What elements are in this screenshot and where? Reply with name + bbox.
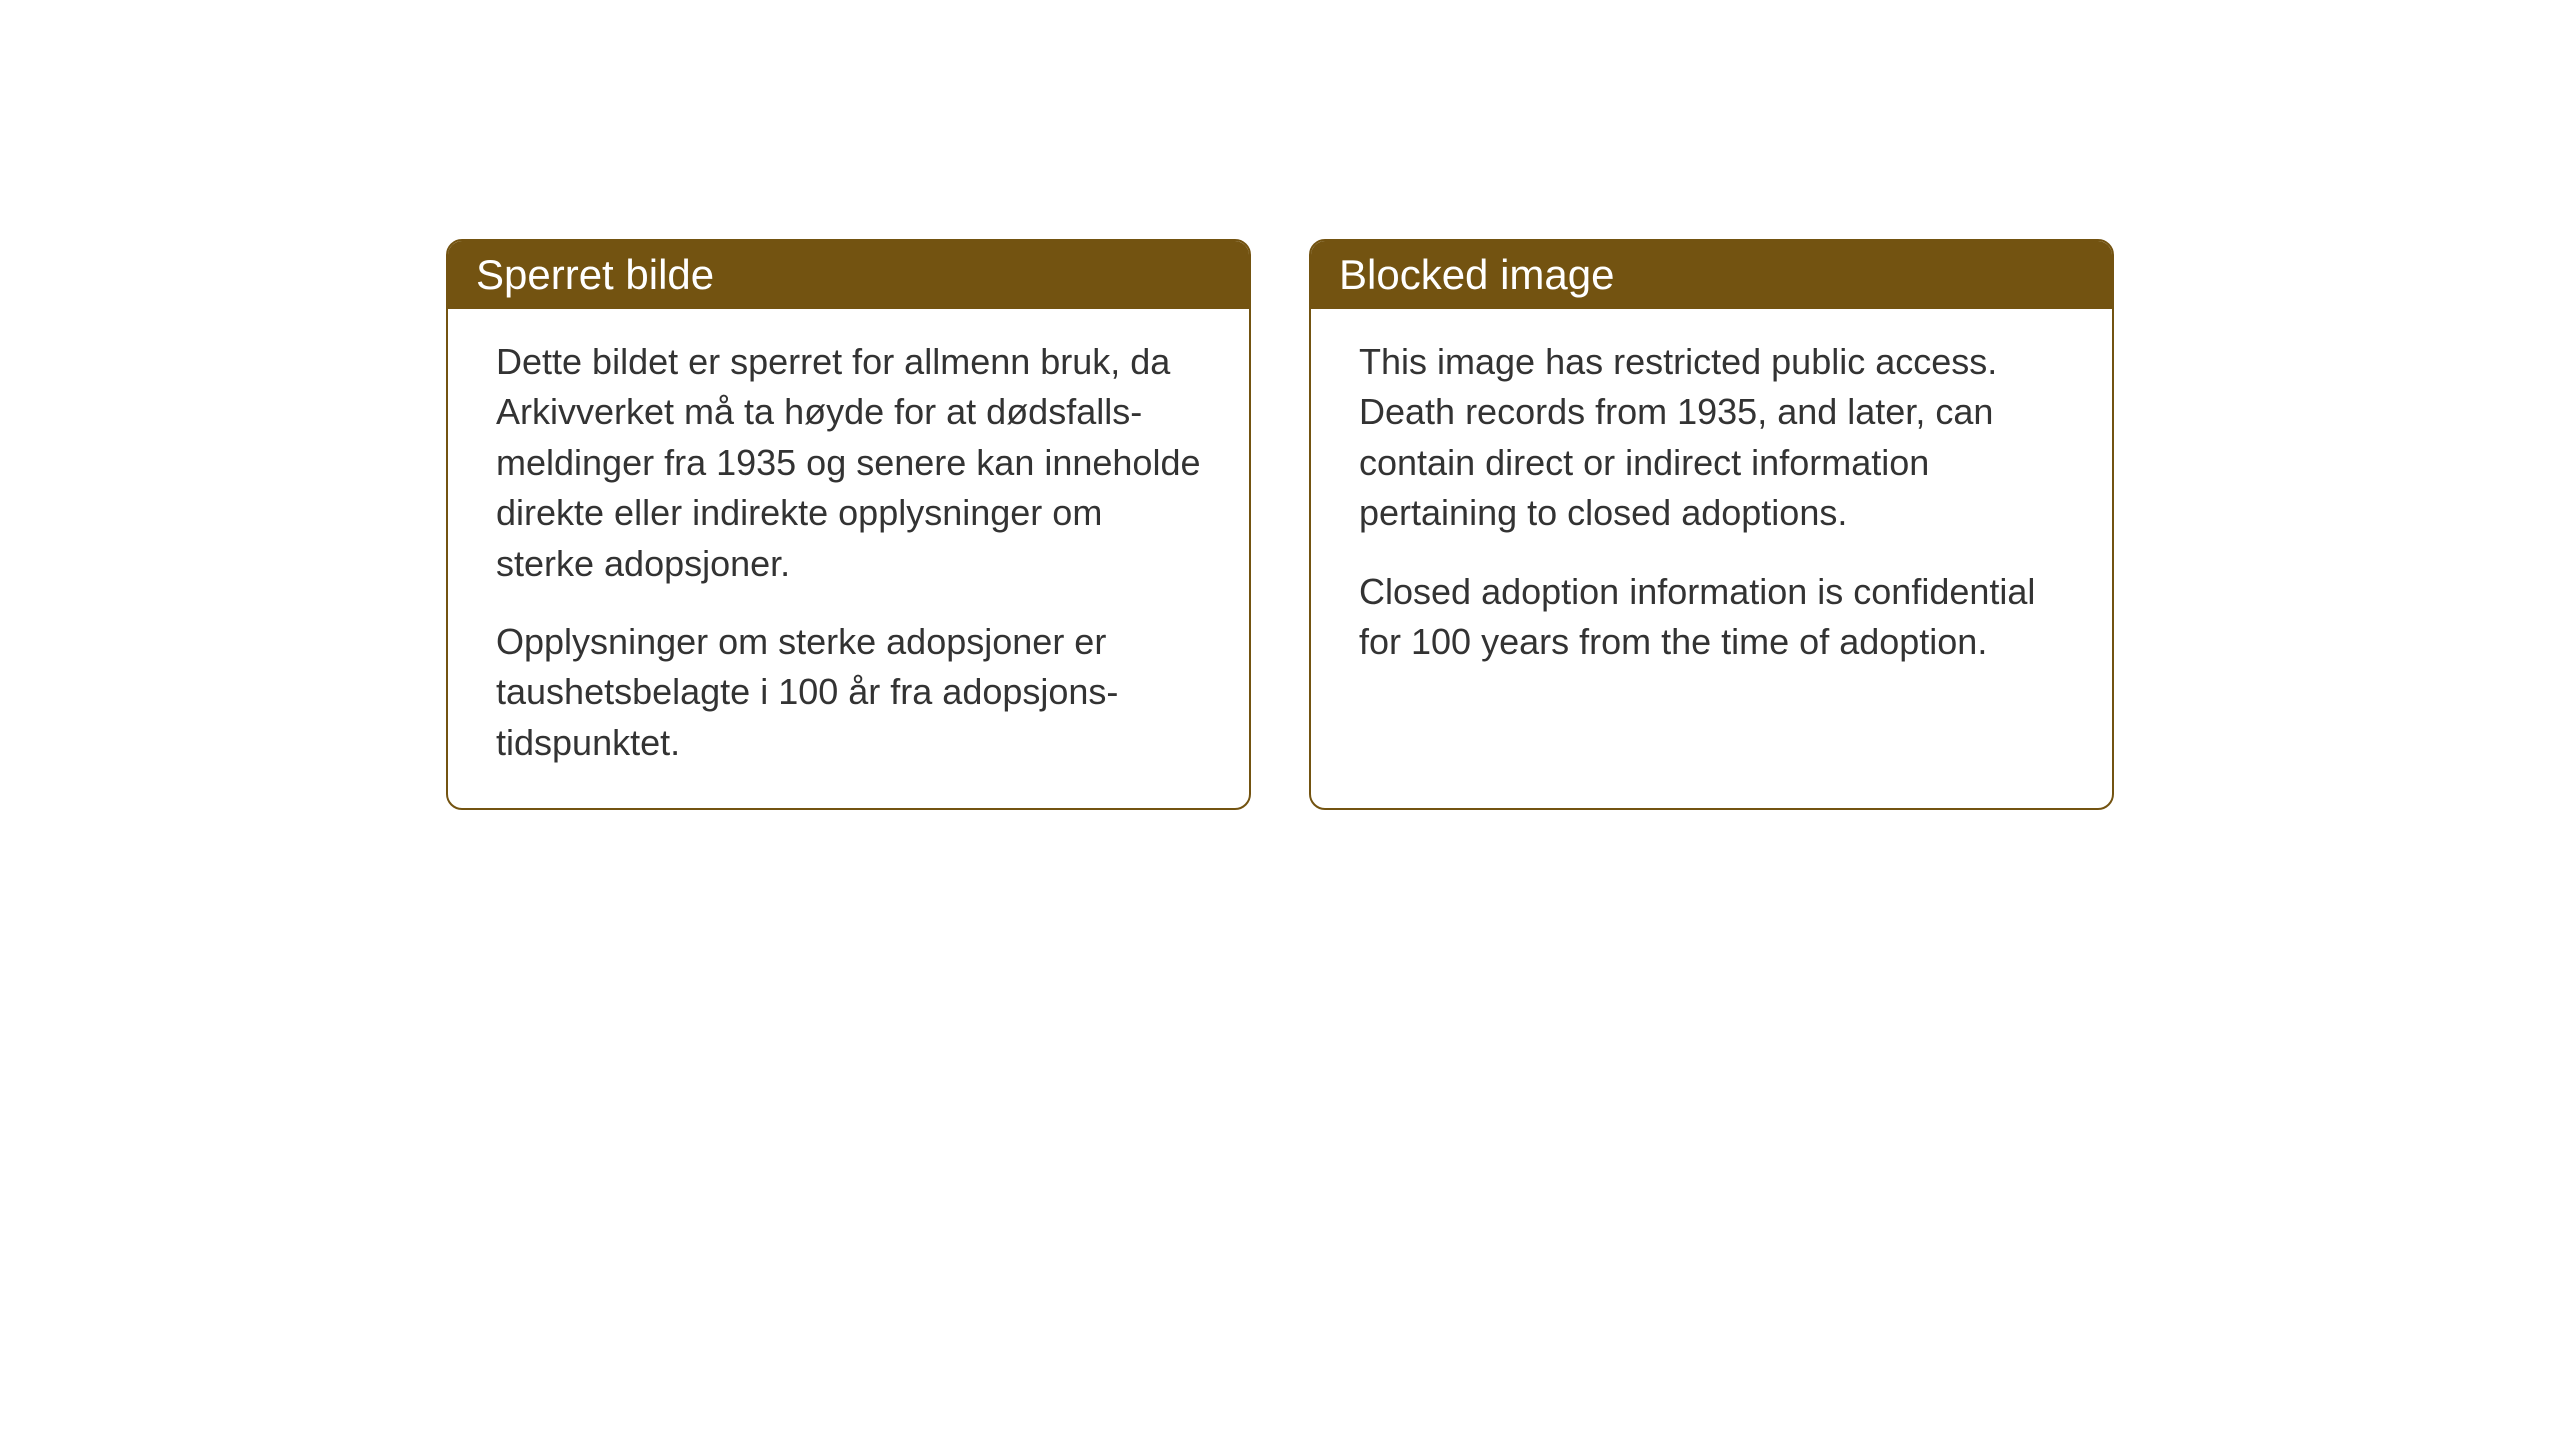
card-body: This image has restricted public access.… <box>1311 309 2112 707</box>
notice-card-english: Blocked image This image has restricted … <box>1309 239 2114 810</box>
card-title: Sperret bilde <box>476 251 714 298</box>
card-title: Blocked image <box>1339 251 1614 298</box>
card-header: Sperret bilde <box>448 241 1249 309</box>
card-paragraph: This image has restricted public access.… <box>1359 337 2064 539</box>
card-header: Blocked image <box>1311 241 2112 309</box>
card-paragraph: Closed adoption information is confident… <box>1359 567 2064 668</box>
card-paragraph: Dette bildet er sperret for allmenn bruk… <box>496 337 1201 589</box>
card-paragraph: Opplysninger om sterke adopsjoner er tau… <box>496 617 1201 768</box>
notice-container: Sperret bilde Dette bildet er sperret fo… <box>446 239 2114 810</box>
card-body: Dette bildet er sperret for allmenn bruk… <box>448 309 1249 808</box>
notice-card-norwegian: Sperret bilde Dette bildet er sperret fo… <box>446 239 1251 810</box>
